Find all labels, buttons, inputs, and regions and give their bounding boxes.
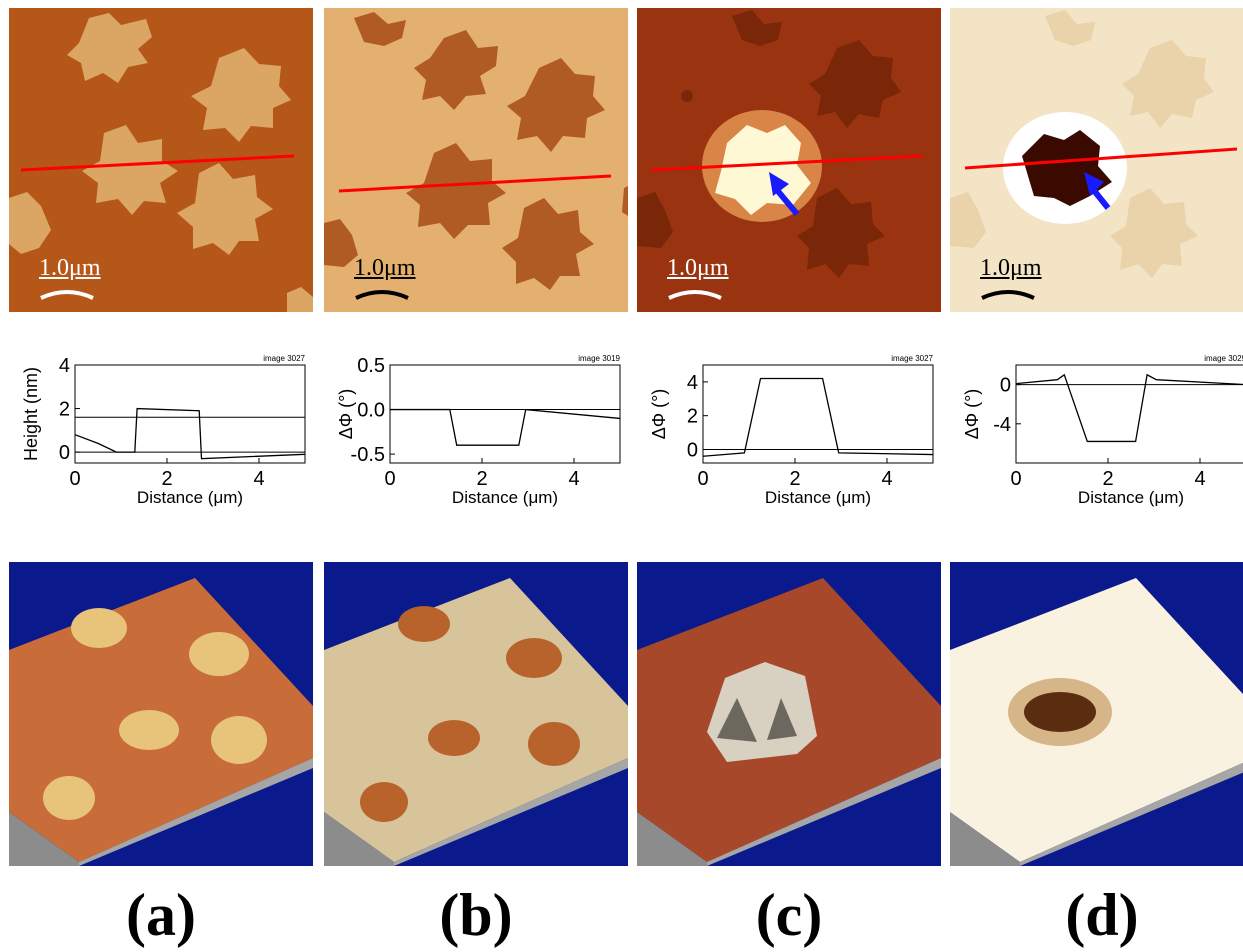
profile-line xyxy=(338,174,612,193)
x-tick-label: 2 xyxy=(789,468,800,490)
panel-label: (a) xyxy=(126,882,196,948)
panel-d: 1.0μm 0 2 4 -4 0 Distance (μm) ΔΦ (°) image 302… xyxy=(950,0,1243,952)
panel-c: 1.0μm 0 2 4 0 2 4 Distance (μm) ΔΦ (°) image 302… xyxy=(637,0,941,952)
plot-frame xyxy=(389,364,621,464)
scale-bar-label: 1.0μm xyxy=(667,255,729,281)
profile-series-line xyxy=(74,407,306,460)
afm-3d-render xyxy=(324,562,628,866)
y-axis-label: Height (nm) xyxy=(21,367,41,461)
y-tick-label: -4 xyxy=(993,414,1011,436)
x-axis-label: Distance (μm) xyxy=(452,488,558,507)
afm-image-svg xyxy=(324,8,628,312)
afm-3d-render xyxy=(9,562,313,866)
image-id-label: image 3029 xyxy=(1204,354,1243,363)
y-axis-label: ΔΦ (°) xyxy=(649,389,669,440)
x-tick-label: 2 xyxy=(1102,468,1113,490)
y-tick-label: 4 xyxy=(59,355,70,377)
x-tick-label: 4 xyxy=(881,468,892,490)
y-tick-label: 2 xyxy=(59,399,70,421)
y-tick-label: 0.5 xyxy=(357,355,385,377)
x-tick-label: 4 xyxy=(568,468,579,490)
plot-frame xyxy=(74,364,306,464)
y-tick-label: 0 xyxy=(687,439,698,461)
profile-series-line xyxy=(702,377,934,457)
arrow-icon xyxy=(774,188,800,216)
x-tick-label: 0 xyxy=(384,468,395,490)
panel-label: (c) xyxy=(755,882,823,948)
profile-plot: 0 2 4 -0.5 0.0 0.5 Distance (μm) ΔΦ (°) image 30… xyxy=(336,354,621,507)
afm-3d-render xyxy=(950,562,1243,866)
plot-frame xyxy=(1015,364,1243,464)
image-id-label: image 3027 xyxy=(263,354,305,363)
x-tick-label: 2 xyxy=(161,468,172,490)
profile-plot: 0 2 4 0 2 4 Distance (μm) ΔΦ (°) image 3027 xyxy=(649,354,934,507)
afm-phase-image: 1.0μm xyxy=(324,8,628,312)
scale-bar-label: 1.0μm xyxy=(39,255,101,281)
profile-line xyxy=(964,147,1238,170)
x-tick-label: 2 xyxy=(476,468,487,490)
y-tick-label: -0.5 xyxy=(351,444,385,466)
y-axis-label: ΔΦ (°) xyxy=(962,389,982,440)
scale-bar-label: 1.0μm xyxy=(354,255,416,281)
panel-b: 1.0μm 0 2 4 -0.5 0.0 0.5 Distance (μm) ΔΦ (°) im… xyxy=(324,0,628,952)
y-tick-label: 4 xyxy=(687,372,698,394)
scale-arc xyxy=(40,290,94,300)
profile-series-line xyxy=(390,408,621,446)
afm-image-svg xyxy=(9,8,313,312)
scale-arc xyxy=(668,290,722,300)
x-axis-label: Distance (μm) xyxy=(765,488,871,507)
afm-image-svg xyxy=(950,8,1243,312)
y-tick-label: 2 xyxy=(687,406,698,428)
profile-series-line xyxy=(1015,373,1243,443)
x-tick-label: 0 xyxy=(69,468,80,490)
profile-line xyxy=(20,154,295,172)
panel-label: (d) xyxy=(1065,882,1139,948)
x-tick-label: 4 xyxy=(253,468,264,490)
scale-bar-label: 1.0μm xyxy=(980,255,1042,281)
y-tick-label: 0 xyxy=(59,442,70,464)
afm-height-image: 1.0μm xyxy=(9,8,313,312)
afm-phase-image: 1.0μm xyxy=(637,8,941,312)
profile-line xyxy=(650,154,924,172)
y-tick-label: 0 xyxy=(1000,375,1011,397)
y-axis-label: ΔΦ (°) xyxy=(336,389,356,440)
y-tick-label: 0.0 xyxy=(357,400,385,422)
panel-a: 1.0μm 0 2 4 0 2 4 Distance (μm) Height (nm) imag… xyxy=(9,0,313,952)
profile-plot: 0 2 4 0 2 4 Distance (μm) Height (nm) image 3027 xyxy=(21,354,306,507)
afm-phase-image: 1.0μm xyxy=(950,8,1243,312)
x-tick-label: 0 xyxy=(697,468,708,490)
image-id-label: image 3027 xyxy=(891,354,933,363)
scale-arc xyxy=(355,290,409,300)
scale-arc xyxy=(981,290,1035,300)
image-id-label: image 3019 xyxy=(578,354,620,363)
x-axis-label: Distance (μm) xyxy=(137,488,243,507)
afm-3d-render xyxy=(637,562,941,866)
plot-frame xyxy=(702,364,934,464)
x-axis-label: Distance (μm) xyxy=(1078,488,1184,507)
panel-label: (b) xyxy=(439,882,513,948)
x-tick-label: 0 xyxy=(1010,468,1021,490)
afm-image-svg xyxy=(637,8,941,312)
x-tick-label: 4 xyxy=(1194,468,1205,490)
profile-plot: 0 2 4 -4 0 Distance (μm) ΔΦ (°) image 3029 xyxy=(962,354,1243,507)
